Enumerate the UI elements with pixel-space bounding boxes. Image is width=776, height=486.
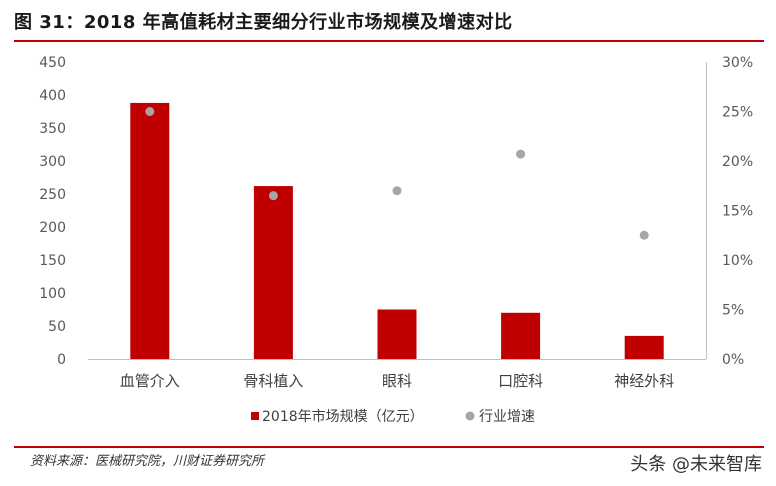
legend-swatch-point: [465, 411, 475, 421]
bar: [377, 309, 417, 359]
chart-legend: 2018年市场规模（亿元） 行业增速: [251, 408, 535, 425]
x-tick-label: 口腔科: [498, 372, 543, 390]
y-tick-label: 350: [39, 121, 66, 137]
y-tick-label: 50: [48, 319, 66, 335]
legend-swatch-bar: [251, 412, 259, 420]
legend-label: 行业增速: [479, 409, 535, 425]
title-divider: [14, 40, 764, 42]
growth-point: [639, 230, 649, 240]
source-note: 资料来源：医械研究院，川财证券研究所: [30, 454, 265, 469]
footer-divider: [14, 446, 764, 448]
chart-axes: 0 50 100 150 200 250 300 350 400 450 0% 5% 10% 15% 20%…: [39, 55, 753, 390]
bar: [624, 335, 664, 359]
legend-label: 2018年市场规模（亿元）: [262, 408, 424, 425]
growth-point: [392, 186, 402, 196]
y2-tick-label: 15%: [722, 204, 753, 220]
y-tick-label: 100: [39, 286, 66, 302]
y2-tick-label: 10%: [722, 253, 753, 269]
bar: [501, 312, 541, 359]
y-tick-label: 0: [57, 352, 66, 368]
bar: [130, 102, 170, 360]
y-tick-label: 450: [39, 55, 66, 71]
y-tick-label: 400: [39, 88, 66, 104]
growth-point: [145, 107, 155, 116]
y2-tick-label: 5%: [722, 303, 744, 319]
y2-tick-label: 30%: [722, 55, 753, 71]
y-tick-label: 150: [39, 253, 66, 269]
y-tick-label: 250: [39, 187, 66, 203]
y-tick-label: 200: [39, 220, 66, 236]
combo-chart: 0 50 100 150 200 250 300 350 400 450 0% 5% 10% 15% 20%…: [39, 55, 753, 425]
y2-tick-label: 0%: [722, 352, 744, 368]
growth-point: [268, 191, 278, 201]
y2-tick-label: 20%: [722, 154, 753, 170]
chart-title: 图 31：2018 年高值耗材主要细分行业市场规模及增速对比: [14, 12, 513, 33]
x-tick-label: 神经外科: [614, 372, 674, 390]
x-tick-label: 血管介入: [120, 372, 180, 390]
bar: [253, 186, 293, 359]
x-tick-label: 眼科: [382, 372, 412, 390]
watermark: 头条 @未来智库: [630, 454, 762, 475]
y-tick-label: 300: [39, 154, 66, 170]
bar-series: [130, 102, 664, 360]
y2-tick-label: 25%: [722, 105, 753, 121]
x-tick-label: 骨科植入: [243, 372, 303, 390]
growth-point: [516, 149, 526, 159]
scatter-series: [145, 107, 649, 240]
